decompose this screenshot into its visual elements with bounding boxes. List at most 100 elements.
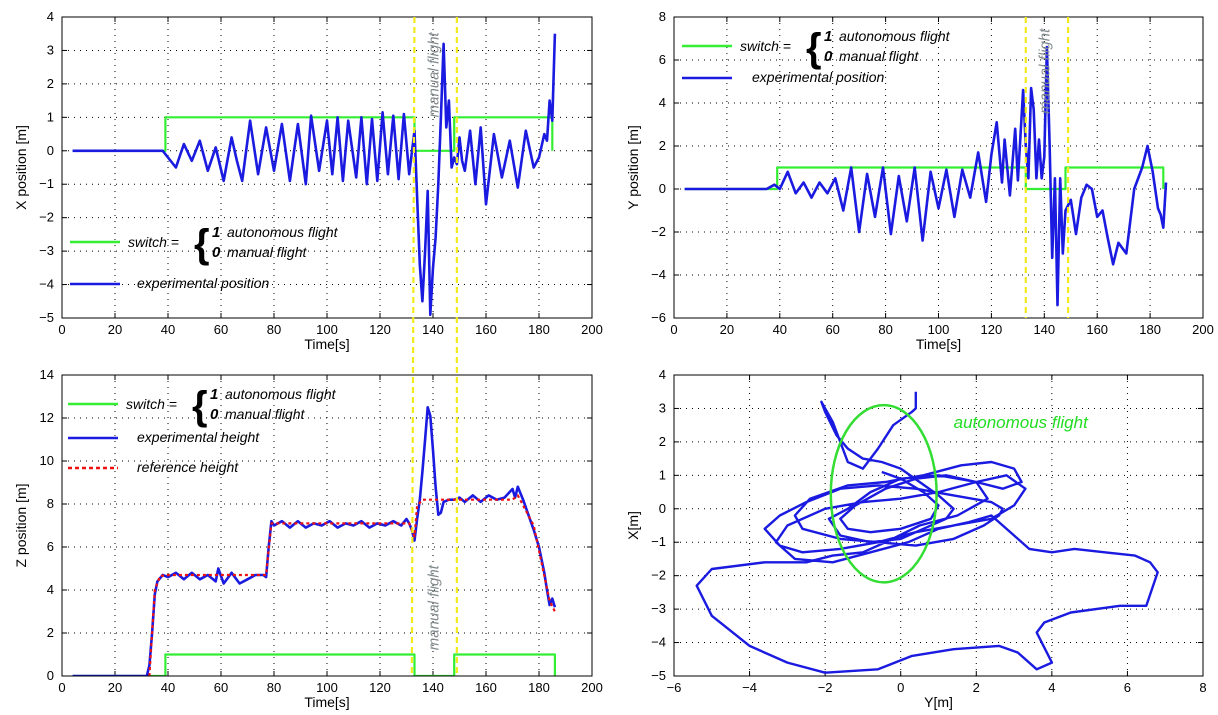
- x-tick-label: 80: [267, 680, 281, 695]
- series-group: [684, 45, 1168, 307]
- y-tick-label: −5: [651, 668, 666, 683]
- plot-frame: [61, 374, 593, 677]
- y-axis-label: Z position [m]: [13, 483, 29, 567]
- y-axis-label: X[m]: [625, 511, 641, 540]
- autonomous-region-ellipse: [829, 403, 938, 584]
- experimental-position-series: [72, 33, 557, 317]
- x-tick-label: 8: [1199, 680, 1206, 695]
- legend-zero: 0: [824, 48, 833, 65]
- x-tick-label: 40: [161, 322, 175, 337]
- y-tick-label: 0: [659, 181, 666, 196]
- y-tick-label: 6: [47, 539, 54, 554]
- legend-experimental-position: experimental position: [752, 69, 885, 85]
- x-tick-label: 40: [773, 322, 787, 337]
- legend-zero: 0: [210, 406, 219, 423]
- x-tick-label: 20: [108, 322, 122, 337]
- manual-flight-dividers: [410, 16, 1070, 677]
- annotation-manual-flight: manual flight: [425, 564, 442, 650]
- legend-autonomous-text: autonomous flight: [227, 224, 339, 240]
- y-tick-label: 14: [40, 367, 54, 382]
- y-tick-label: 4: [659, 367, 666, 382]
- experimental-height-series: [72, 405, 557, 676]
- y-tick-label: 10: [40, 453, 54, 468]
- chart-z-position: 0 20 40 60 80 100 120 140 160 180 20002468101214Ti…: [13, 367, 603, 710]
- y-axis-label: Y position [m]: [625, 125, 641, 210]
- x-tick-label: 2: [973, 680, 980, 695]
- y-tick-label: 4: [47, 582, 54, 597]
- legend-one: 1: [210, 386, 218, 403]
- y-tick-label: −6: [651, 310, 666, 325]
- divider-line: [410, 16, 416, 677]
- y-tick-label: 1: [47, 109, 54, 124]
- x-tick-label: 160: [1086, 322, 1108, 337]
- x-tick-label: 120: [369, 680, 391, 695]
- y-tick-label: −1: [39, 176, 54, 191]
- x-tick-label: 180: [528, 322, 550, 337]
- x-tick-label: 120: [369, 322, 391, 337]
- legend-one: 1: [824, 28, 832, 45]
- legend-switch-label: switch =: [740, 38, 791, 54]
- x-tick-label: 100: [316, 322, 338, 337]
- y-tick-label: 1: [659, 467, 666, 482]
- x-axis-label: Time[s]: [916, 336, 961, 352]
- x-axis-label: Time[s]: [304, 336, 349, 352]
- x-tick-label: 80: [267, 322, 281, 337]
- x-tick-label: 20: [720, 322, 734, 337]
- y-tick-label: −4: [651, 267, 666, 282]
- x-tick-label: 200: [581, 322, 603, 337]
- x-tick-label: 20: [108, 680, 122, 695]
- x-tick-label: −4: [742, 680, 757, 695]
- y-tick-label: −3: [39, 243, 54, 258]
- switch-series: [684, 166, 1165, 191]
- x-tick-label: 180: [1139, 322, 1161, 337]
- y-tick-label: 3: [659, 400, 666, 415]
- experimental-position-series: [684, 45, 1168, 307]
- legend-reference-height: reference height: [137, 459, 239, 475]
- plot-frame: [673, 16, 1204, 319]
- y-tick-label: 3: [47, 42, 54, 57]
- legend-manual-text: manual flight: [225, 406, 305, 422]
- y-tick-label: −2: [651, 568, 666, 583]
- y-tick-label: 2: [47, 625, 54, 640]
- legend-experimental-height: experimental height: [137, 429, 260, 445]
- series-group: [72, 405, 557, 676]
- x-tick-label: 0: [670, 322, 677, 337]
- y-tick-label: −2: [39, 210, 54, 225]
- legend-zero: 0: [212, 244, 221, 261]
- x-tick-label: 180: [528, 680, 550, 695]
- x-tick-label: 40: [161, 680, 175, 695]
- x-tick-label: 100: [928, 322, 950, 337]
- x-tick-label: 60: [214, 322, 228, 337]
- x-tick-label: 0: [897, 680, 904, 695]
- y-tick-label: −3: [651, 601, 666, 616]
- annotation-autonomous-flight: autonomous flight: [954, 413, 1089, 432]
- y-tick-label: −1: [651, 534, 666, 549]
- annotation-manual-flight: manual flight: [425, 31, 442, 117]
- legend-switch-label: switch =: [126, 396, 177, 412]
- x-tick-label: 200: [581, 680, 603, 695]
- legend-brace: {: [194, 222, 210, 266]
- y-tick-label: 2: [47, 76, 54, 91]
- x-tick-label: 140: [422, 680, 444, 695]
- x-tick-label: 4: [1048, 680, 1055, 695]
- y-tick-label: −4: [39, 277, 54, 292]
- legend-manual-text: manual flight: [227, 244, 307, 260]
- y-tick-label: −5: [39, 310, 54, 325]
- y-tick-label: 0: [47, 143, 54, 158]
- chart-xy-trajectory: −6 −4 −2 0 2 4 6 8 −5 −4 −3 −2 −1 0 1 2 3 4 Y[m] X[m] autono…: [625, 367, 1207, 710]
- x-tick-label: 100: [316, 680, 338, 695]
- x-tick-label: 160: [475, 680, 497, 695]
- y-axis-label: X position [m]: [13, 125, 29, 210]
- x-tick-label: 0: [58, 322, 65, 337]
- x-tick-label: 60: [825, 322, 839, 337]
- y-tick-label: 0: [659, 501, 666, 516]
- series-group: [695, 391, 1159, 674]
- y-tick-label: 12: [40, 410, 54, 425]
- chart-y-position: 0 20 40 60 80 100 120 140 160 180 200 −6 −4 −2 0 2 4 6 8 Ti…: [625, 9, 1214, 352]
- switch-series: [72, 653, 557, 676]
- y-tick-label: −2: [651, 224, 666, 239]
- x-tick-label: −6: [667, 680, 682, 695]
- series-group: [72, 33, 557, 317]
- x-tick-label: 60: [214, 680, 228, 695]
